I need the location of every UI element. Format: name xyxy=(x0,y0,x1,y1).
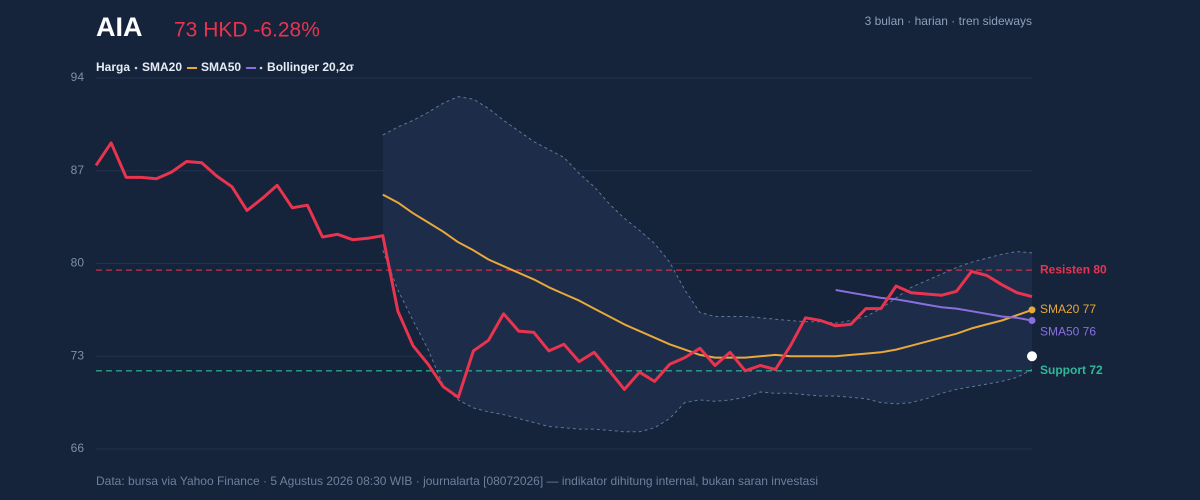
chart-title: AIA xyxy=(96,12,143,42)
y-tick-label: 73 xyxy=(71,348,85,362)
end-label: SMA20 77 xyxy=(1040,302,1096,316)
legend-separator xyxy=(134,66,138,70)
y-tick-label: 80 xyxy=(71,256,85,270)
legend-label: Harga xyxy=(96,60,130,74)
current-marker xyxy=(1027,351,1037,362)
band-lower xyxy=(382,250,1033,433)
series-line xyxy=(835,289,1033,322)
end-dot xyxy=(1028,306,1036,314)
source: Data: bursa via Yahoo Finance · 5 Agustu… xyxy=(96,474,818,488)
legend: Harga SMA20 SMA50 Bollinger 20,2σ xyxy=(96,60,354,74)
legend-label: SMA50 xyxy=(201,60,241,74)
legend-separator xyxy=(259,66,263,70)
level-label: Resisten 80 xyxy=(1040,262,1107,276)
band-upper xyxy=(382,96,1033,324)
y-tick-label: 87 xyxy=(71,163,85,177)
level-label: Support 72 xyxy=(1040,363,1103,377)
price-text: 73 HKD -6.28% xyxy=(174,19,320,42)
end-label: SMA50 76 xyxy=(1040,325,1096,339)
end-dot xyxy=(1028,316,1036,324)
legend-label: SMA20 xyxy=(142,60,182,74)
y-tick-label: 94 xyxy=(71,70,85,84)
series-line xyxy=(94,141,1033,399)
subtitle: 3 bulan · harian · tren sideways xyxy=(865,14,1032,28)
legend-label: Bollinger 20,2σ xyxy=(267,60,354,74)
y-tick-label: 66 xyxy=(71,441,85,455)
